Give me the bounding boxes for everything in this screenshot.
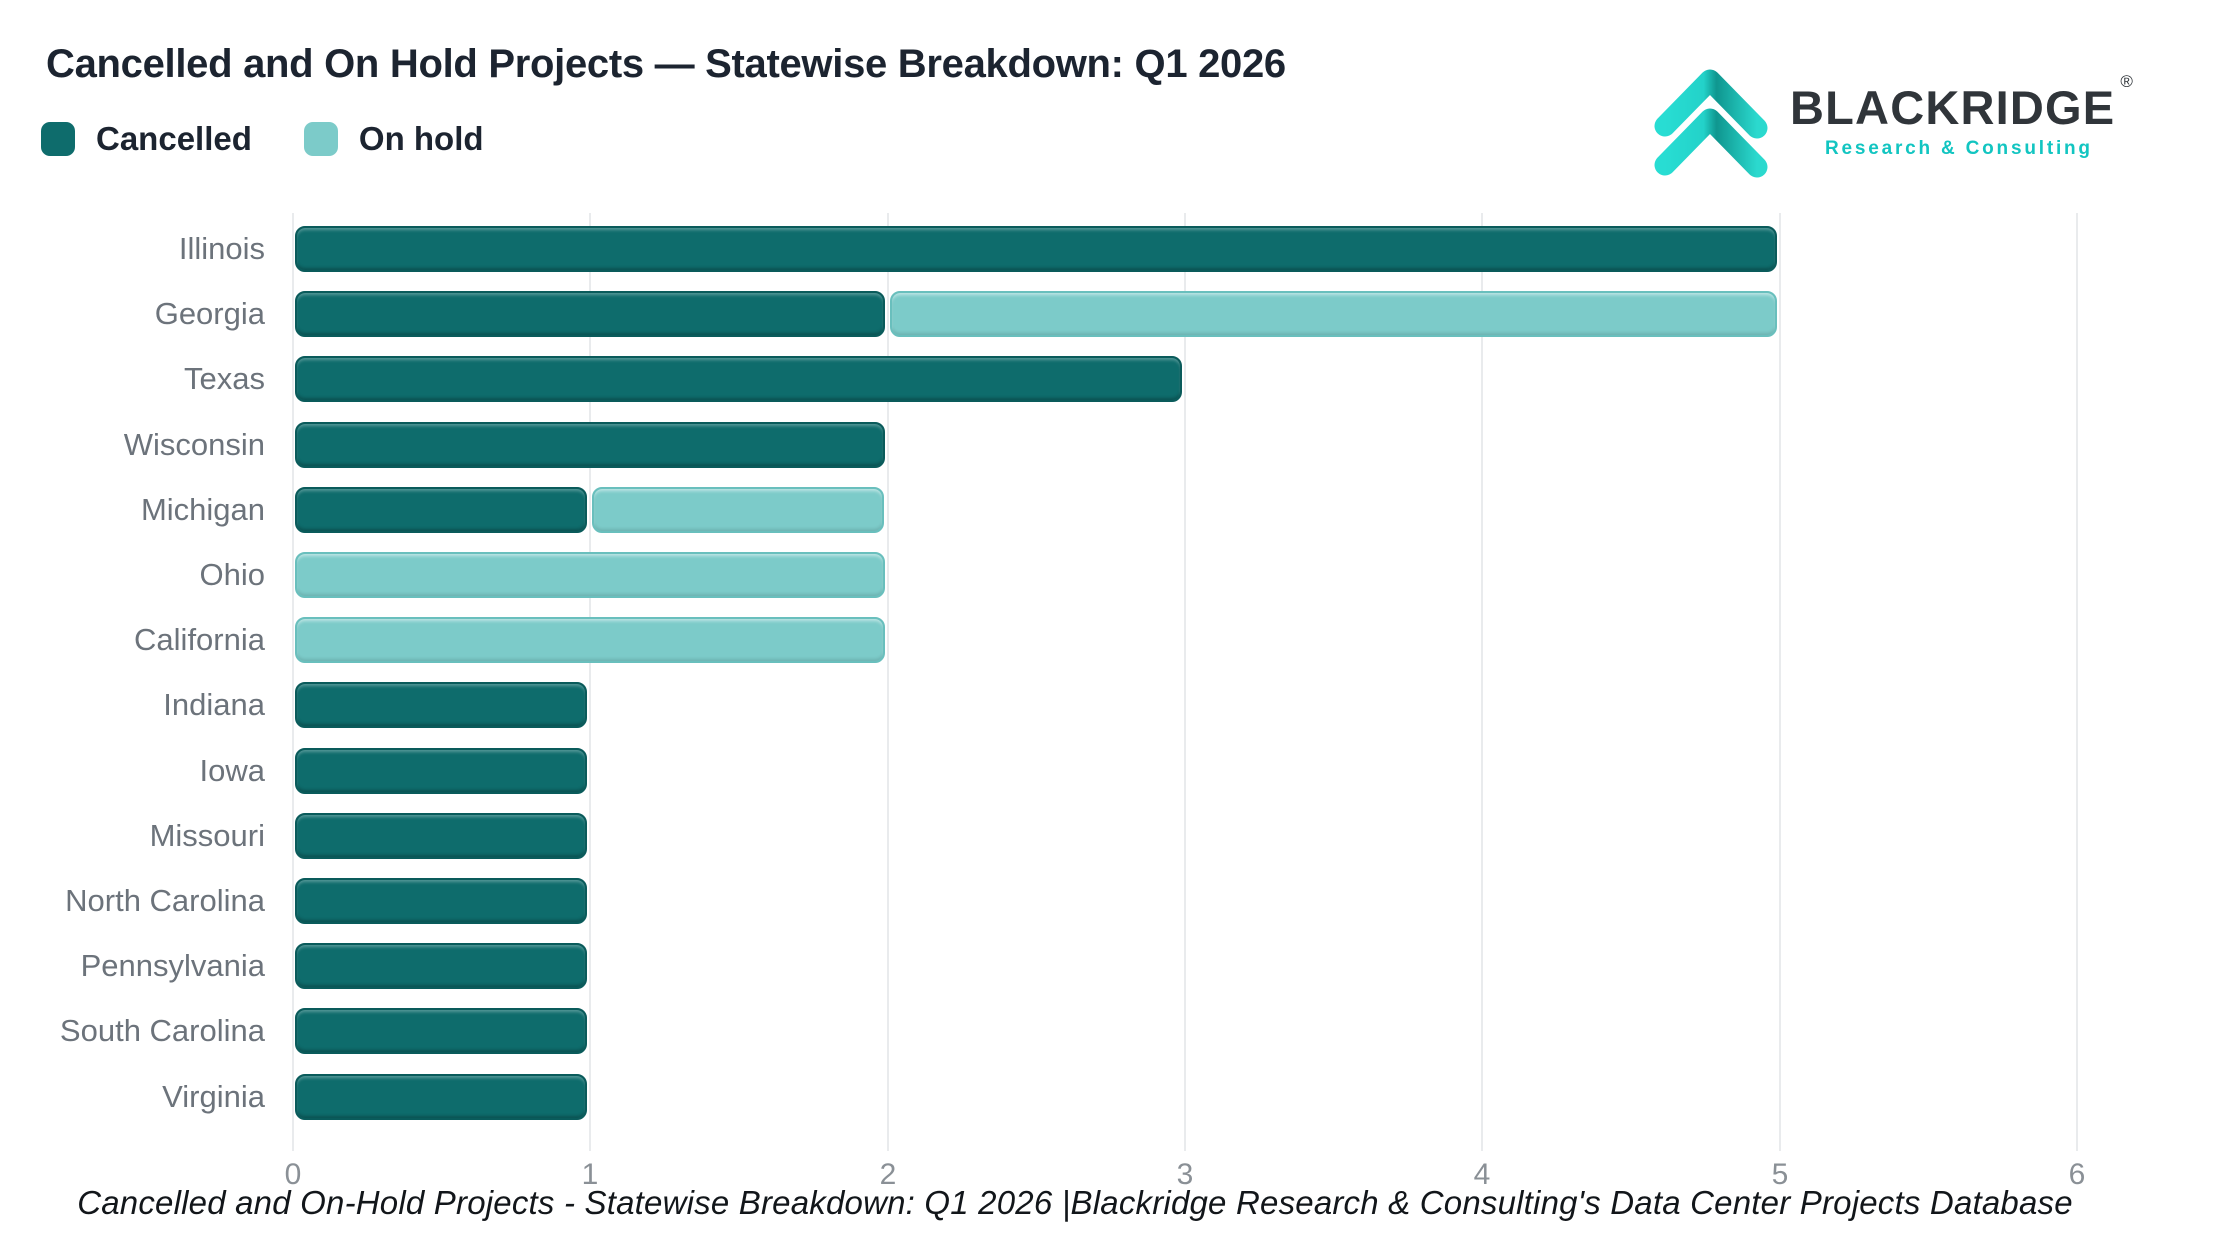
y-axis-label-illinois: Illinois — [178, 231, 265, 266]
bar-ohio-on-hold — [295, 552, 885, 598]
x-axis-tick-label: 2 — [879, 1158, 897, 1191]
gridline-x3 — [1184, 213, 1186, 1151]
registered-mark: ® — [2120, 72, 2133, 91]
x-axis-tick-label: 5 — [1771, 1158, 1789, 1191]
y-axis-label-pennsylvania: Pennsylvania — [80, 948, 265, 983]
gridline-x2 — [887, 213, 889, 1151]
gridline-x4 — [1481, 213, 1483, 1151]
y-axis-label-iowa: Iowa — [199, 753, 265, 788]
legend-label-cancelled: Cancelled — [96, 120, 252, 157]
bar-georgia-cancelled — [295, 291, 885, 337]
bar-illinois-cancelled — [295, 226, 1777, 272]
legend-label-onhold: On hold — [358, 120, 484, 157]
x-axis-tick-label: 3 — [1176, 1158, 1194, 1191]
blackridge-logo: BLACKRIDGE ® Research & Consulting — [1652, 64, 2133, 180]
bar-wisconsin-cancelled — [295, 422, 885, 468]
logo-text: BLACKRIDGE ® Research & Consulting — [1790, 72, 2133, 160]
y-axis-label-california: California — [134, 622, 265, 657]
gridline-x5 — [1779, 213, 1781, 1151]
source-caption: Cancelled and On-Hold Projects - Statewi… — [77, 1184, 2073, 1221]
x-axis-tick-label: 4 — [1473, 1158, 1491, 1191]
legend-item-onhold: On hold — [303, 120, 484, 158]
legend-swatch-onhold — [303, 122, 338, 156]
y-axis-label-michigan: Michigan — [140, 492, 265, 527]
y-axis-label-virginia: Virginia — [162, 1079, 265, 1114]
bar-michigan-on-hold — [592, 487, 884, 533]
brand-name: BLACKRIDGE — [1790, 81, 2116, 134]
bar-california-on-hold — [295, 617, 885, 663]
double-chevron-icon — [1654, 69, 1768, 178]
y-axis-label-south-carolina: South Carolina — [59, 1013, 265, 1048]
legend-swatch-cancelled — [41, 122, 75, 156]
y-axis-label-texas: Texas — [184, 361, 265, 396]
gridline-x0 — [292, 213, 294, 1151]
bar-georgia-on-hold — [890, 291, 1777, 337]
bar-texas-cancelled — [295, 356, 1182, 402]
y-axis-label-indiana: Indiana — [163, 687, 265, 722]
bar-virginia-cancelled — [295, 1074, 587, 1120]
y-axis-label-ohio: Ohio — [199, 557, 265, 592]
x-axis-tick-label: 6 — [2068, 1158, 2086, 1191]
y-axis-label-north-carolina: North Carolina — [65, 883, 265, 918]
bar-north-carolina-cancelled — [295, 878, 587, 924]
bar-iowa-cancelled — [295, 748, 587, 794]
y-axis-label-wisconsin: Wisconsin — [123, 427, 265, 462]
chart-title: Cancelled and On Hold Projects — Statewi… — [46, 42, 1286, 86]
brand-tagline: Research & Consulting — [1825, 138, 2093, 159]
x-axis-tick-label: 0 — [284, 1158, 302, 1191]
bar-south-carolina-cancelled — [295, 1008, 587, 1054]
bar-missouri-cancelled — [295, 813, 587, 859]
x-axis-tick-label: 1 — [581, 1158, 599, 1191]
gridline-x6 — [2076, 213, 2078, 1151]
bar-indiana-cancelled — [295, 682, 587, 728]
legend-item-cancelled: Cancelled — [41, 120, 252, 158]
y-axis-label-georgia: Georgia — [154, 296, 265, 331]
bar-pennsylvania-cancelled — [295, 943, 587, 989]
legend: Cancelled On hold — [41, 120, 484, 158]
bar-michigan-cancelled — [295, 487, 587, 533]
y-axis-label-missouri: Missouri — [149, 818, 265, 853]
gridline-x1 — [589, 213, 591, 1151]
